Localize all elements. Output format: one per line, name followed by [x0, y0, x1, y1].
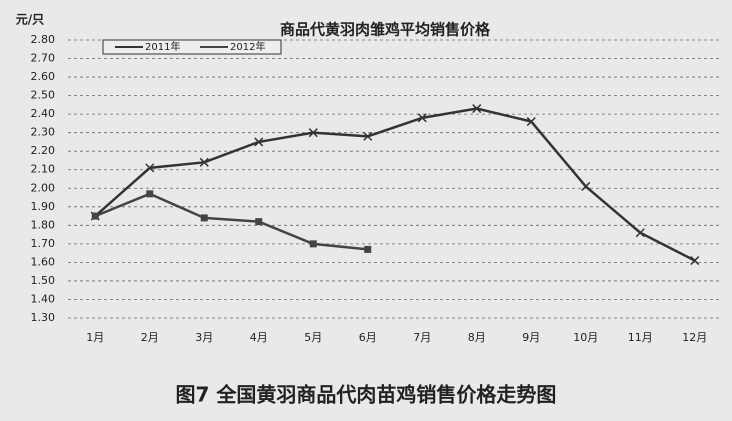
chart-title: 商品代黄羽肉雏鸡平均销售价格	[280, 21, 491, 39]
point-marker	[309, 240, 317, 248]
point-marker	[199, 157, 209, 167]
y-tick-label: 2.40	[31, 107, 56, 120]
y-tick-label: 1.60	[31, 255, 56, 268]
x-tick-label: 1月	[86, 331, 104, 344]
series-line	[94, 192, 368, 251]
point-marker	[255, 218, 263, 226]
x-tick-label: 12月	[682, 331, 707, 344]
y-tick-label: 1.70	[31, 237, 56, 250]
y-tick-label: 1.80	[31, 218, 56, 231]
point-marker	[145, 163, 155, 173]
y-tick-label: 1.30	[31, 311, 56, 324]
legend-label: 2011年	[145, 40, 180, 53]
y-tick-label: 2.70	[31, 52, 56, 65]
y-tick-label: 2.80	[31, 33, 56, 46]
y-tick-label: 1.90	[31, 200, 56, 213]
y-axis-label: 元/只	[16, 13, 44, 27]
x-tick-label: 9月	[522, 331, 540, 344]
point-marker	[91, 212, 99, 220]
y-tick-label: 2.50	[31, 89, 56, 102]
legend-box	[102, 39, 282, 55]
point-marker	[635, 228, 645, 238]
point-marker	[417, 113, 427, 123]
y-tick-label: 1.40	[31, 292, 56, 305]
x-tick-label: 3月	[195, 331, 213, 344]
y-tick-label: 2.00	[31, 181, 56, 194]
caption: 图7 全国黄羽商品代肉苗鸡销售价格走势图	[176, 383, 557, 407]
point-marker	[690, 256, 700, 266]
point-marker	[581, 181, 591, 191]
point-marker	[472, 104, 482, 114]
x-tick-label: 11月	[628, 331, 653, 344]
y-tick-label: 2.60	[31, 70, 56, 83]
point-marker	[200, 214, 208, 222]
legend-label: 2012年	[230, 40, 265, 53]
point-marker	[254, 137, 264, 147]
y-tick-label: 2.30	[31, 126, 56, 139]
point-marker	[526, 117, 536, 127]
x-tick-label: 6月	[359, 331, 377, 344]
x-tick-label: 8月	[468, 331, 486, 344]
x-tick-label: 7月	[413, 331, 431, 344]
point-marker	[364, 245, 372, 253]
x-tick-label: 10月	[573, 331, 598, 344]
point-marker	[363, 131, 373, 141]
x-tick-label: 2月	[141, 331, 159, 344]
series-line	[94, 107, 696, 262]
y-tick-label: 2.20	[31, 144, 56, 157]
point-marker	[146, 190, 154, 198]
y-tick-label: 1.50	[31, 274, 56, 287]
x-tick-label: 5月	[304, 331, 322, 344]
x-tick-label: 4月	[250, 331, 268, 344]
point-marker	[308, 128, 318, 138]
y-tick-label: 2.10	[31, 163, 56, 176]
